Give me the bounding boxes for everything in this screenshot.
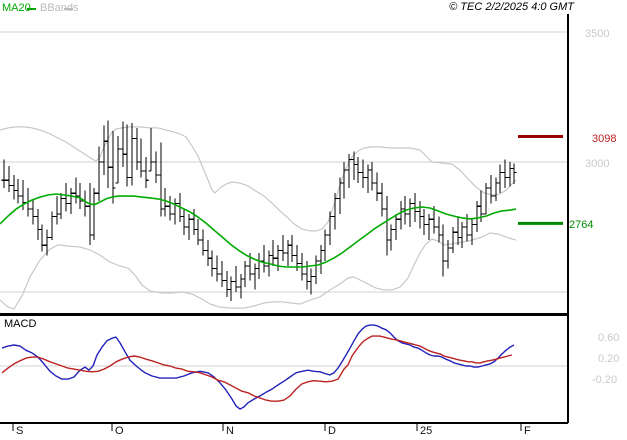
legend-bbands-swatch-icon (64, 8, 73, 10)
month-label-jan25: 25 (420, 425, 433, 437)
price-label-3000: 3000 (585, 158, 610, 170)
price-label-3500: 3500 (585, 28, 610, 40)
macd-label-neg020: -0.20 (592, 373, 618, 386)
macd-label-pos060: 0.60 (598, 331, 620, 344)
month-label-dec: D (328, 425, 336, 437)
month-label-feb: F (524, 425, 531, 437)
legend-ma20-swatch-icon (27, 8, 36, 10)
price-label-resistance: 3098 (592, 132, 617, 145)
macd-panel-title: MACD (4, 318, 37, 330)
macd-label-pos020: 0.20 (598, 352, 620, 365)
month-label-sep: S (16, 425, 24, 437)
legend-bbands-label: BBands (40, 2, 79, 14)
month-label-nov: N (226, 425, 234, 437)
legend-ma20-label: MA20 (2, 2, 31, 14)
month-label-oct: O (115, 425, 124, 437)
price-label-support: 2764 (569, 219, 594, 232)
copyright-text: © TEC 2/2/2025 4:0 GMT (449, 1, 574, 13)
